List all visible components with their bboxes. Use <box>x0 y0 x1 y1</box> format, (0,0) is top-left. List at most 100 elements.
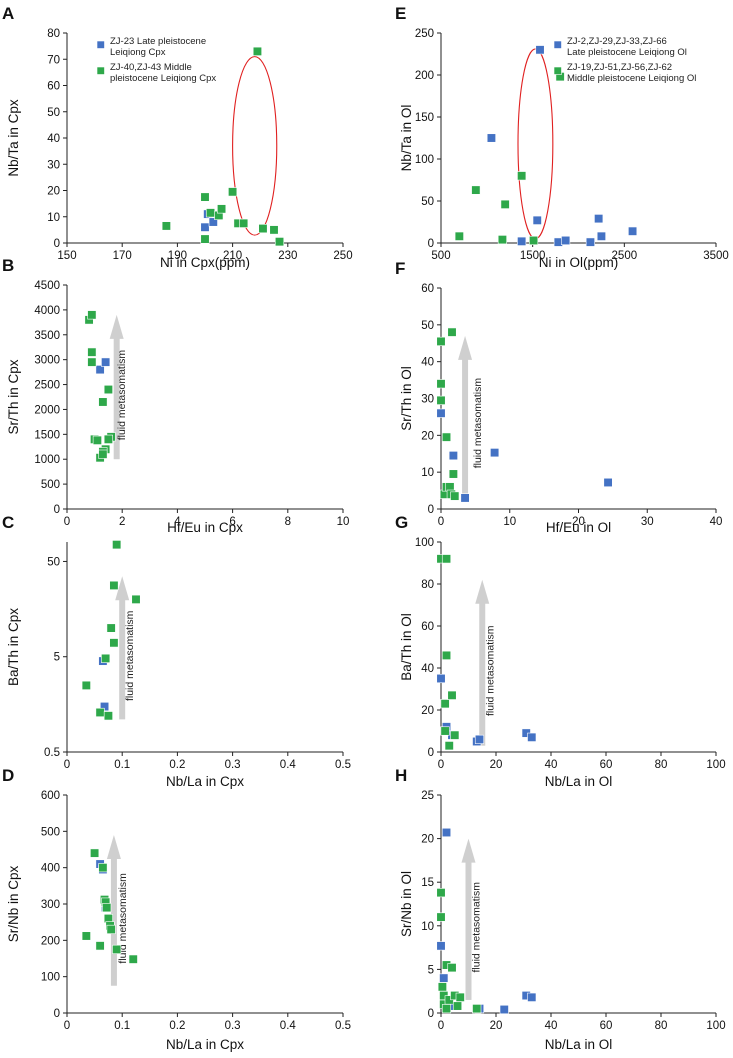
annotation-label: fluid metasomatism <box>117 873 129 964</box>
y-tick-label: 0 <box>428 238 434 250</box>
y-tick-label: 40 <box>47 133 60 145</box>
data-point <box>436 408 446 418</box>
x-axis-label: Nb/La in Cpx <box>166 1037 244 1052</box>
x-tick-label: 10 <box>337 516 350 528</box>
data-point <box>444 741 454 751</box>
data-point <box>490 448 500 458</box>
data-point <box>269 225 279 235</box>
data-point <box>440 699 450 709</box>
x-tick-label: 80 <box>655 759 668 771</box>
x-tick-label: 0.3 <box>225 1020 241 1032</box>
data-point <box>517 171 527 181</box>
data-point <box>98 397 108 407</box>
data-point <box>532 215 542 225</box>
legend-marker <box>96 40 105 49</box>
x-axis-label: Hf/Eu in Ol <box>546 520 611 535</box>
x-tick-label: 60 <box>600 1020 613 1032</box>
series-middle <box>436 554 460 751</box>
x-tick-label: 0 <box>438 759 444 771</box>
chart-panel-c: C 0 0.1 0.2 0.3 0.4 0.5 0.5 5 50 Nb/La in Cpx Ba/Th… <box>2 513 351 789</box>
x-tick-label: 0.2 <box>169 759 185 771</box>
x-tick-label: 190 <box>168 250 187 262</box>
x-tick-label: 20 <box>490 1020 503 1032</box>
data-point <box>200 192 210 202</box>
y-tick-label: 15 <box>421 877 434 889</box>
data-point <box>436 941 446 951</box>
legend-entry-text: pleistocene Leiqiong Cpx <box>110 73 216 84</box>
y-tick-label: 5 <box>54 652 60 664</box>
data-point <box>101 357 111 367</box>
x-tick-label: 500 <box>431 250 450 262</box>
data-point <box>529 235 539 246</box>
data-point <box>81 680 91 690</box>
y-tick-label: 20 <box>421 834 434 846</box>
chart-panel-a: A 150 170 190 210 230 250 0 10 20 30 40 50 60 70 80 Ni i… <box>2 4 353 270</box>
x-tick-label: 40 <box>545 759 558 771</box>
legend-marker <box>553 40 562 49</box>
panel-letter: D <box>2 766 14 785</box>
data-point <box>106 623 116 633</box>
data-point <box>441 827 452 838</box>
y-tick-label: 2000 <box>34 404 60 416</box>
legend-entry-text: ZJ-23 Late pleistocene <box>110 36 206 47</box>
legend-entry-text: Leiqiong Cpx <box>110 47 166 58</box>
data-point <box>258 224 268 234</box>
data-point <box>447 690 457 700</box>
data-point <box>585 237 595 247</box>
y-tick-label: 4000 <box>34 305 60 317</box>
panel-letter: B <box>2 256 14 275</box>
x-tick-label: 4 <box>174 516 181 528</box>
y-tick-label: 50 <box>47 107 60 119</box>
annotation-label: fluid metasomatism <box>471 882 483 973</box>
y-tick-label: 0 <box>428 504 434 516</box>
fluid-metasomatism-arrow <box>475 579 490 746</box>
data-point <box>561 235 571 246</box>
x-tick-label: 0.3 <box>225 759 241 771</box>
arrow-shaft <box>113 336 120 460</box>
data-point <box>112 540 122 550</box>
y-tick-label: 40 <box>421 663 434 675</box>
data-point <box>436 395 446 405</box>
data-point <box>497 235 507 245</box>
data-point <box>439 973 449 983</box>
y-axis-label: Nb/Ta in Cpx <box>6 99 21 177</box>
panel-letter: H <box>395 766 407 785</box>
data-point <box>161 221 171 231</box>
legend-marker <box>553 66 562 75</box>
y-tick-label: 1500 <box>34 429 60 441</box>
series-middle <box>81 848 138 964</box>
data-point <box>441 1004 452 1014</box>
data-point <box>628 226 638 236</box>
data-point <box>200 222 210 232</box>
series-late <box>98 656 110 712</box>
annotation-label: fluid metasomatism <box>484 625 496 716</box>
panel-letter: A <box>2 4 14 23</box>
data-point <box>81 931 91 941</box>
data-point <box>205 208 216 218</box>
x-tick-label: 0 <box>64 759 70 771</box>
data-point <box>596 231 606 241</box>
series-late <box>436 408 613 503</box>
data-point <box>95 941 105 951</box>
x-axis-label: Ni in Cpx(ppm) <box>160 255 250 270</box>
y-tick-label: 70 <box>47 54 60 66</box>
y-axis-label: Sr/Nb in Ol <box>399 871 414 937</box>
x-axis-label: Hf/Eu in Cpx <box>167 520 243 535</box>
y-tick-label: 200 <box>41 935 60 947</box>
data-point <box>131 594 141 604</box>
data-point <box>200 234 210 244</box>
data-point <box>472 1004 482 1014</box>
x-tick-label: 0.1 <box>114 1020 130 1032</box>
chart-panel-f: F 0 10 20 30 40 0 10 20 30 40 50 60 Hf/Eu in Ol Sr/Th … <box>395 259 722 535</box>
x-tick-label: 0.2 <box>169 1020 185 1032</box>
y-tick-label: 0 <box>54 504 60 516</box>
data-point <box>474 734 485 744</box>
y-tick-label: 500 <box>41 479 60 491</box>
x-tick-label: 230 <box>278 250 297 262</box>
x-tick-label: 150 <box>57 250 76 262</box>
y-axis-label: Ba/Th in Cpx <box>6 608 21 686</box>
series-middle <box>81 540 141 721</box>
y-axis-label: Ba/Th in Ol <box>399 613 414 681</box>
legend-marker <box>96 66 105 75</box>
data-point <box>95 365 105 375</box>
